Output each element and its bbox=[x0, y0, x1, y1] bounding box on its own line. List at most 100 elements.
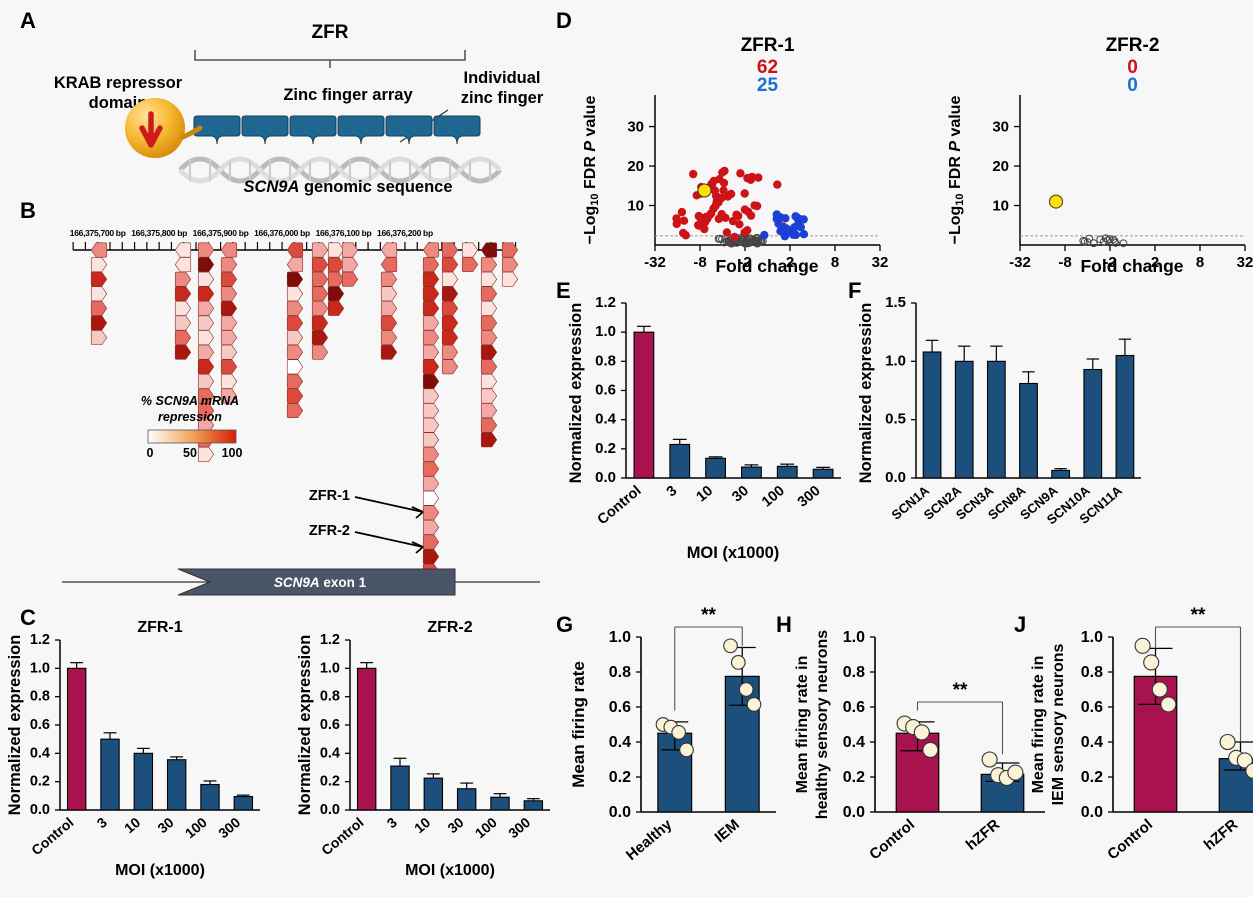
svg-text:ZFR-1: ZFR-1 bbox=[741, 35, 795, 56]
svg-text:32: 32 bbox=[1237, 254, 1253, 271]
svg-text:100: 100 bbox=[472, 814, 500, 841]
svg-text:0.8: 0.8 bbox=[30, 689, 50, 705]
svg-text:25: 25 bbox=[757, 75, 779, 96]
svg-text:10: 10 bbox=[627, 198, 644, 215]
svg-text:ZFR-2: ZFR-2 bbox=[1106, 35, 1160, 56]
svg-text:10: 10 bbox=[411, 814, 433, 836]
svg-text:−Log10 FDR P value: −Log10 FDR P value bbox=[582, 96, 601, 245]
svg-text:1.0: 1.0 bbox=[30, 660, 50, 676]
svg-text:MOI (x1000): MOI (x1000) bbox=[405, 862, 495, 879]
svg-text:0.8: 0.8 bbox=[320, 689, 340, 705]
svg-text:0.8: 0.8 bbox=[1081, 664, 1103, 681]
svg-text:50: 50 bbox=[183, 446, 197, 460]
svg-text:Normalized expression: Normalized expression bbox=[296, 635, 314, 816]
svg-text:0: 0 bbox=[147, 446, 154, 460]
svg-text:0.6: 0.6 bbox=[609, 699, 631, 716]
svg-text:0.2: 0.2 bbox=[595, 440, 616, 457]
svg-text:166,375,800 bp: 166,375,800 bp bbox=[131, 228, 187, 238]
svg-text:MOI (x1000): MOI (x1000) bbox=[687, 544, 780, 562]
svg-text:**: ** bbox=[1191, 605, 1206, 626]
svg-text:**: ** bbox=[953, 680, 968, 701]
svg-text:0.0: 0.0 bbox=[885, 469, 906, 486]
svg-text:10: 10 bbox=[992, 198, 1009, 215]
svg-text:Control: Control bbox=[28, 814, 76, 858]
svg-text:0.6: 0.6 bbox=[843, 699, 865, 716]
svg-text:0.2: 0.2 bbox=[30, 774, 50, 790]
svg-text:30: 30 bbox=[444, 814, 466, 836]
svg-text:0.4: 0.4 bbox=[843, 734, 865, 751]
svg-text:-32: -32 bbox=[644, 254, 666, 271]
svg-text:Control: Control bbox=[318, 814, 366, 858]
svg-text:100: 100 bbox=[759, 483, 788, 511]
svg-text:IEM: IEM bbox=[711, 816, 742, 846]
svg-text:10: 10 bbox=[121, 814, 143, 836]
svg-text:repression: repression bbox=[158, 410, 222, 424]
svg-text:**: ** bbox=[701, 605, 716, 626]
svg-text:0.6: 0.6 bbox=[595, 382, 616, 399]
svg-text:ZFR-1: ZFR-1 bbox=[309, 488, 350, 504]
svg-text:100: 100 bbox=[182, 814, 210, 841]
svg-text:Normalized expression: Normalized expression bbox=[567, 303, 585, 484]
svg-text:1.0: 1.0 bbox=[595, 323, 616, 340]
svg-text:30: 30 bbox=[729, 483, 752, 506]
svg-text:166,376,100 bp: 166,376,100 bp bbox=[316, 228, 372, 238]
svg-text:Mean firing rate in: Mean firing rate in bbox=[1030, 656, 1047, 794]
svg-text:MOI (x1000): MOI (x1000) bbox=[115, 862, 205, 879]
svg-text:1.0: 1.0 bbox=[885, 352, 906, 369]
svg-text:1.0: 1.0 bbox=[843, 629, 865, 646]
svg-text:1.2: 1.2 bbox=[320, 632, 340, 648]
svg-text:0.0: 0.0 bbox=[30, 802, 50, 818]
svg-text:0.4: 0.4 bbox=[30, 745, 50, 761]
svg-text:20: 20 bbox=[992, 158, 1009, 175]
svg-text:ZFR-2: ZFR-2 bbox=[309, 523, 350, 539]
svg-text:0.0: 0.0 bbox=[609, 804, 631, 821]
svg-text:0.2: 0.2 bbox=[320, 774, 340, 790]
svg-text:32: 32 bbox=[872, 254, 889, 271]
svg-text:0.5: 0.5 bbox=[885, 411, 906, 428]
svg-text:0.4: 0.4 bbox=[595, 411, 617, 428]
svg-text:0.0: 0.0 bbox=[595, 469, 616, 486]
svg-text:Control: Control bbox=[1104, 816, 1156, 863]
svg-text:0.8: 0.8 bbox=[609, 664, 631, 681]
svg-text:0.8: 0.8 bbox=[595, 352, 616, 369]
svg-text:3: 3 bbox=[384, 814, 400, 831]
svg-text:0.4: 0.4 bbox=[1081, 734, 1103, 751]
svg-text:0.6: 0.6 bbox=[1081, 699, 1103, 716]
svg-text:Fold change: Fold change bbox=[1080, 256, 1183, 276]
svg-text:0.8: 0.8 bbox=[843, 664, 865, 681]
svg-text:3: 3 bbox=[664, 483, 680, 500]
svg-text:healthy sensory neurons: healthy sensory neurons bbox=[814, 630, 831, 819]
svg-text:% SCN9A mRNA: % SCN9A mRNA bbox=[141, 394, 239, 408]
svg-text:Mean firing rate in: Mean firing rate in bbox=[794, 656, 811, 794]
svg-text:3: 3 bbox=[94, 814, 110, 831]
svg-text:300: 300 bbox=[215, 814, 243, 841]
svg-text:0.2: 0.2 bbox=[1081, 769, 1103, 786]
svg-text:Healthy: Healthy bbox=[623, 816, 676, 864]
svg-text:30: 30 bbox=[154, 814, 176, 836]
svg-text:SCN9A exon 1: SCN9A exon 1 bbox=[274, 575, 367, 590]
svg-text:166,375,700 bp: 166,375,700 bp bbox=[70, 228, 126, 238]
svg-text:-8: -8 bbox=[1058, 254, 1071, 271]
svg-text:166,376,200 bp: 166,376,200 bp bbox=[377, 228, 433, 238]
svg-text:−Log10 FDR P value: −Log10 FDR P value bbox=[947, 96, 966, 245]
svg-text:Control: Control bbox=[866, 816, 918, 863]
svg-text:100: 100 bbox=[222, 446, 243, 460]
svg-text:0.6: 0.6 bbox=[30, 717, 50, 733]
svg-text:1.2: 1.2 bbox=[30, 632, 50, 648]
svg-text:Control: Control bbox=[595, 483, 645, 528]
svg-text:1.0: 1.0 bbox=[320, 660, 340, 676]
svg-text:-32: -32 bbox=[1009, 254, 1031, 271]
svg-text:166,375,900 bp: 166,375,900 bp bbox=[193, 228, 249, 238]
svg-text:hZFR: hZFR bbox=[963, 816, 1003, 854]
svg-text:Fold change: Fold change bbox=[715, 256, 818, 276]
svg-text:Mean firing rate: Mean firing rate bbox=[569, 661, 588, 788]
svg-text:IEM sensory neurons: IEM sensory neurons bbox=[1050, 643, 1067, 805]
svg-text:1.2: 1.2 bbox=[595, 294, 616, 311]
svg-text:0: 0 bbox=[1127, 75, 1138, 96]
svg-text:1.0: 1.0 bbox=[1081, 629, 1103, 646]
svg-text:Normalized expression: Normalized expression bbox=[6, 635, 24, 816]
svg-text:166,376,000 bp: 166,376,000 bp bbox=[254, 228, 310, 238]
svg-text:0.0: 0.0 bbox=[843, 804, 865, 821]
svg-text:300: 300 bbox=[505, 814, 533, 841]
svg-text:0.6: 0.6 bbox=[320, 717, 340, 733]
